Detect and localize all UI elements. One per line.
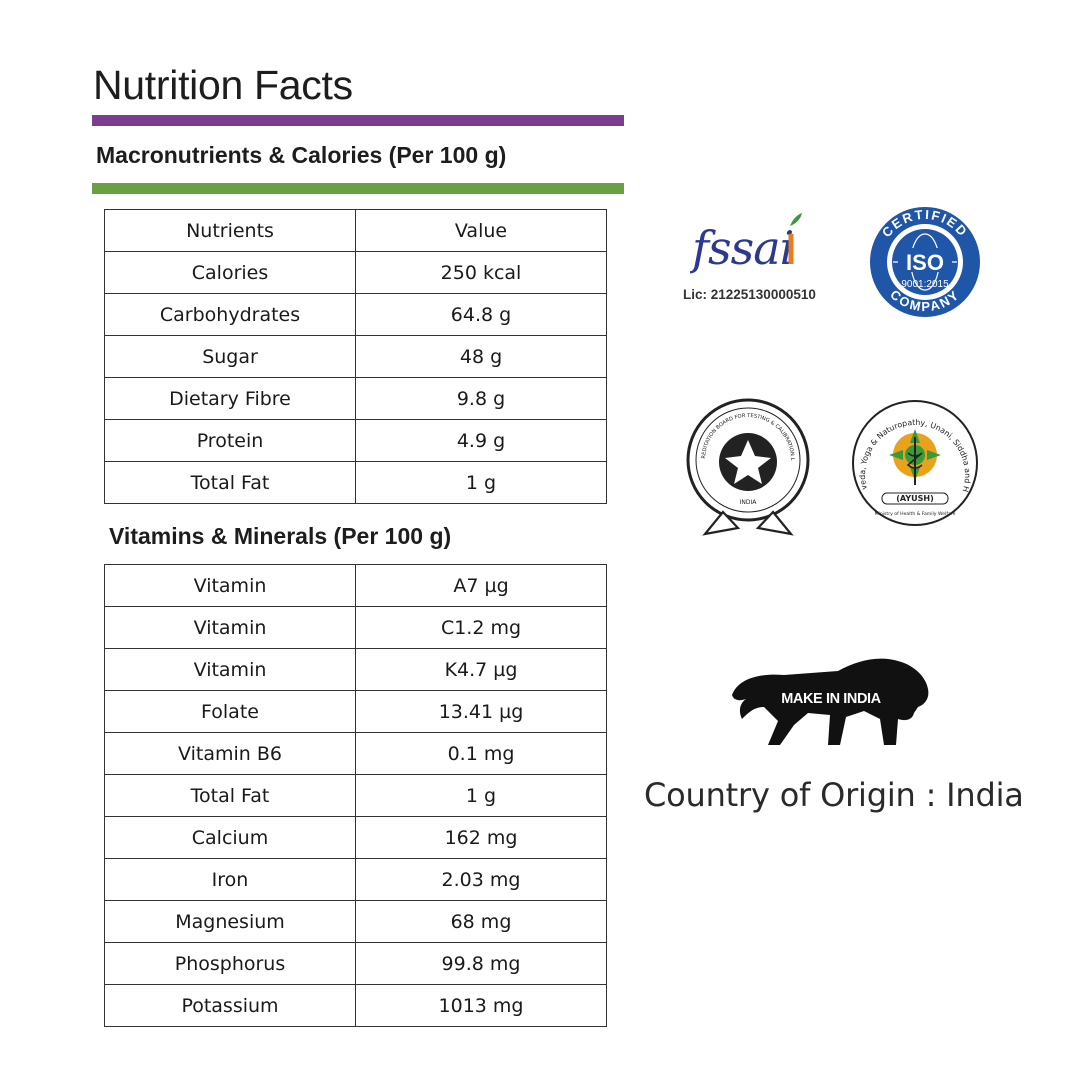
page-title: Nutrition Facts	[93, 62, 353, 108]
nutrient-name: Total Fat	[104, 461, 356, 504]
nutrient-name: Calories	[104, 251, 356, 294]
vitamins-table: Vitamin A7 µg Vitamin C1.2 mg Vitamin K4.7 …	[104, 564, 607, 1027]
nutrient-value: 1013 mg	[355, 984, 607, 1027]
nutrient-value: 1 g	[355, 461, 607, 504]
table-row: Iron 2.03 mg	[104, 858, 607, 901]
table-row: Protein 4.9 g	[104, 419, 607, 462]
nutrient-name: Calcium	[104, 816, 356, 859]
table-row: Phosphorus 99.8 mg	[104, 942, 607, 985]
iso-certified-badge: CERTIFIED COMPANY ISO 9001:2015	[870, 207, 980, 317]
nutrient-value: 162 mg	[355, 816, 607, 859]
star-icon	[725, 440, 771, 484]
nutrient-name: Folate	[104, 690, 356, 733]
fssai-license: Lic: 21225130000510	[683, 287, 816, 302]
table-header-row: Nutrients Value	[104, 209, 607, 252]
nutrient-value: 48 g	[355, 335, 607, 378]
nutrient-name: Phosphorus	[104, 942, 356, 985]
nutrient-name: Vitamin	[104, 606, 356, 649]
nutrient-value: C1.2 mg	[355, 606, 607, 649]
nutrient-value: 1 g	[355, 774, 607, 817]
table-row: Sugar 48 g	[104, 335, 607, 378]
header-nutrients: Nutrients	[104, 209, 356, 252]
nutrient-value: 64.8 g	[355, 293, 607, 336]
table-row: Potassium 1013 mg	[104, 984, 607, 1027]
header-value: Value	[355, 209, 607, 252]
make-in-india-lion-logo: MAKE IN INDIA	[732, 658, 929, 745]
nutrient-name: Potassium	[104, 984, 356, 1027]
nutrient-name: Vitamin B6	[104, 732, 356, 775]
country-of-origin: Country of Origin : India	[644, 776, 1024, 814]
nutrient-name: Sugar	[104, 335, 356, 378]
table-row: Vitamin A7 µg	[104, 564, 607, 607]
table-row: Vitamin K4.7 µg	[104, 648, 607, 691]
nutrient-value: 0.1 mg	[355, 732, 607, 775]
table-row: Vitamin C1.2 mg	[104, 606, 607, 649]
nutrient-value: 250 kcal	[355, 251, 607, 294]
nutrient-value: K4.7 µg	[355, 648, 607, 691]
vitamins-heading: Vitamins & Minerals (Per 100 g)	[109, 523, 452, 549]
table-row: Carbohydrates 64.8 g	[104, 293, 607, 336]
table-row: Total Fat 1 g	[104, 774, 607, 817]
green-divider	[92, 183, 624, 194]
fssai-logo: fssai	[690, 213, 802, 275]
nutrient-value: 4.9 g	[355, 419, 607, 462]
nutrient-name: Total Fat	[104, 774, 356, 817]
nutrient-name: Carbohydrates	[104, 293, 356, 336]
ayush-ministry: Ministry of Health & Family Welfare	[875, 511, 956, 517]
nutrient-value: 9.8 g	[355, 377, 607, 420]
nutrient-value: A7 µg	[355, 564, 607, 607]
nutrient-name: Dietary Fibre	[104, 377, 356, 420]
table-row: Magnesium 68 mg	[104, 900, 607, 943]
nutrient-value: 2.03 mg	[355, 858, 607, 901]
ayush-label: (AYUSH)	[896, 494, 933, 503]
nutrient-name: Vitamin	[104, 564, 356, 607]
nutrient-name: Magnesium	[104, 900, 356, 943]
ribbon-icon	[702, 510, 794, 536]
table-row: Folate 13.41 µg	[104, 690, 607, 733]
fssai-wordmark: fssai	[690, 221, 793, 275]
iso-number: 9001:2015	[901, 279, 949, 290]
nutrient-name: Iron	[104, 858, 356, 901]
nutrient-value: 13.41 µg	[355, 690, 607, 733]
table-row: Calcium 162 mg	[104, 816, 607, 859]
nutrient-value: 68 mg	[355, 900, 607, 943]
nabl-country: INDIA	[740, 499, 758, 506]
nutrient-name: Vitamin	[104, 648, 356, 691]
table-row: Dietary Fibre 9.8 g	[104, 377, 607, 420]
ayush-seal: Dept. of Ayurveda, Yoga & Naturopathy, U…	[845, 397, 978, 526]
macros-table: Nutrients Value Calories 250 kcal Carbohy…	[104, 209, 607, 504]
table-row: Total Fat 1 g	[104, 461, 607, 504]
make-in-india-text: MAKE IN INDIA	[781, 691, 881, 707]
nutrient-value: 99.8 mg	[355, 942, 607, 985]
table-row: Calories 250 kcal	[104, 251, 607, 294]
ayush-emblem-icon	[889, 429, 941, 485]
iso-center-text: ISO	[906, 250, 944, 275]
macros-heading: Macronutrients & Calories (Per 100 g)	[96, 142, 507, 168]
leaf-icon	[790, 213, 802, 226]
nutrient-name: Protein	[104, 419, 356, 462]
table-row: Vitamin B6 0.1 mg	[104, 732, 607, 775]
purple-divider	[92, 115, 624, 126]
nabl-seal: NATIONAL ACCREDITATION BOARD FOR TESTING…	[683, 396, 810, 536]
